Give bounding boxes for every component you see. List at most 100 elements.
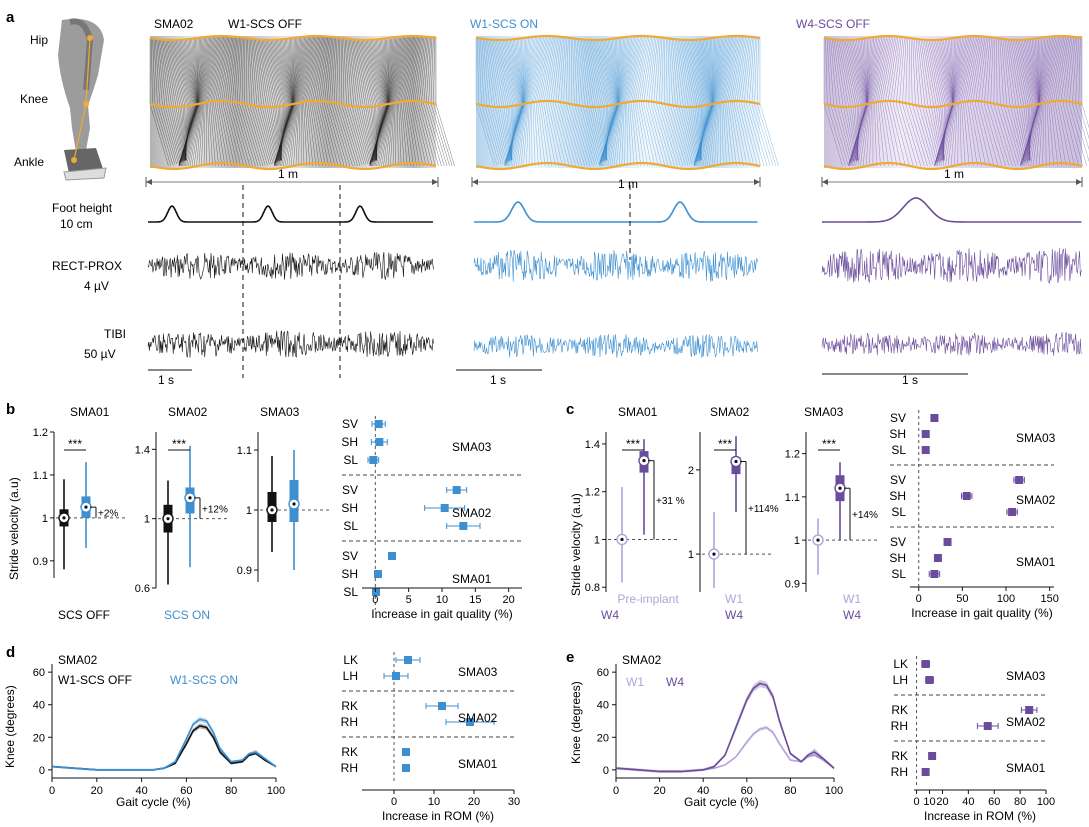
metric-label: RK (341, 699, 358, 713)
panel-e-rom: LK LH SMA03 RK RH SMA02 RK RH SMA01 0 10 20 40 60 80 10… (891, 656, 1055, 823)
rect-prox-trace-off (147, 252, 434, 280)
x-tick-label: 60 (180, 785, 192, 797)
x-axis-label: Increase in gait quality (%) (371, 607, 512, 621)
stick-diagram-on (475, 34, 779, 171)
group-label: SMA01 (452, 572, 492, 586)
delta-label: +31 % (656, 496, 685, 507)
y-tick-label: 2 (688, 465, 694, 477)
y-tick-label: 1.4 (135, 444, 150, 456)
metric-label: RH (341, 761, 358, 775)
panel-a-subject: SMA02 (154, 17, 194, 31)
pre-label: W1 (725, 592, 743, 606)
x-tick-label: 50 (956, 593, 968, 605)
median-dot (62, 516, 66, 520)
mean-line (615, 682, 835, 773)
mean-marker (392, 672, 400, 680)
mean-marker (1015, 476, 1024, 484)
x-tick-label: 80 (1014, 796, 1026, 808)
distance-label-on: 1 m (618, 177, 638, 191)
trace-name-tibi: TIBI (104, 327, 126, 341)
panel-c-gait-quality: SV SH SL SMA03 SV SH SL SMA02 SV SH SL SMA01 0 50 100 1… (889, 410, 1059, 620)
y-tick-label: 0.9 (33, 556, 48, 568)
panel-b-subject-3: SMA03 (260, 405, 300, 419)
metric-label: SH (889, 551, 906, 565)
distance-scale-on (471, 177, 761, 187)
rect-prox-trace-w4 (821, 248, 1082, 285)
mean-marker (921, 446, 930, 454)
median-dot (620, 537, 624, 542)
panel-b-ylabel: Stride velocity (a.u) (7, 477, 21, 580)
distance-scale-w4 (821, 177, 1083, 187)
panel-e-subject: SMA02 (622, 653, 662, 667)
delta-label: +2% (98, 509, 118, 520)
mean-marker (930, 570, 939, 578)
median-dot (84, 505, 88, 509)
panel-d-subject: SMA02 (58, 653, 98, 667)
sig-stars: *** (172, 437, 186, 451)
median-dot (292, 502, 296, 506)
mean-marker (375, 438, 384, 446)
y-tick-label: 40 (33, 700, 45, 712)
panel-d-ylabel: Knee (degrees) (3, 685, 17, 768)
panel-d-legend-off: W1-SCS OFF (58, 673, 132, 687)
condition-label-w4: W4-SCS OFF (796, 17, 870, 31)
mean-marker (402, 748, 410, 756)
y-tick-label: 1.1 (33, 470, 48, 482)
knee-trajectory (149, 99, 437, 109)
y-tick-label: 0.9 (785, 578, 800, 590)
mean-marker (921, 430, 930, 438)
metric-label: LK (343, 653, 358, 667)
panel-d-legend-on: W1-SCS ON (170, 673, 238, 687)
median-dot (188, 496, 192, 500)
y-tick-label: 40 (597, 700, 609, 712)
hip-trajectory (823, 34, 1083, 42)
y-tick-label: 1.2 (585, 487, 600, 499)
panel-b-subject-2: SMA02 (168, 405, 208, 419)
mean-marker (459, 522, 468, 530)
x-tick-label: 10 (436, 594, 448, 606)
metric-label: SL (891, 443, 906, 457)
x-axis-label: Increase in ROM (%) (924, 809, 1036, 823)
distance-label-w4: 1 m (944, 167, 964, 181)
metric-label: RH (891, 765, 908, 779)
y-tick-label: 1.2 (785, 449, 800, 461)
hip-trajectory (149, 34, 437, 42)
y-tick-label: 0 (603, 765, 609, 777)
panel-e-legend-w4: W4 (666, 675, 684, 689)
metric-label: RH (341, 715, 358, 729)
x-axis-label: Increase in ROM (%) (382, 809, 494, 823)
y-tick-label: 1 (144, 514, 150, 526)
trace-group (147, 197, 1082, 359)
panel-a-letter: a (6, 9, 15, 26)
y-tick-label: 60 (33, 667, 45, 679)
y-tick-label: 1 (246, 505, 252, 517)
group-label: SMA02 (452, 506, 492, 520)
condition-label-on: W1-SCS ON (470, 17, 538, 31)
time-label-off: 1 s (158, 373, 174, 387)
post-label: W4 (725, 608, 743, 622)
metric-label: LH (343, 669, 358, 683)
x-tick-label: 15 (469, 594, 481, 606)
mean-line (51, 718, 277, 771)
foot-height-trace (148, 205, 433, 223)
group-label: SMA02 (458, 711, 498, 725)
metric-label: SV (890, 411, 906, 425)
metric-label: RH (891, 719, 908, 733)
metric-label: SL (891, 505, 906, 519)
distance-label-off: 1 m (278, 167, 298, 181)
group-label: SMA03 (1016, 431, 1056, 445)
x-tick-label: 0 (613, 785, 619, 797)
x-tick-label: 80 (784, 785, 796, 797)
median-dot (642, 459, 646, 463)
ankle-trajectory (823, 161, 1083, 171)
y-tick-label: 0.6 (135, 583, 150, 595)
x-tick-label: 60 (741, 785, 753, 797)
sig-stars: *** (822, 437, 836, 451)
joint-label-hip: Hip (30, 33, 48, 47)
metric-label: SV (342, 483, 358, 497)
metric-label: SH (889, 427, 906, 441)
mean-marker (921, 768, 930, 776)
x-tick-label: 20 (468, 796, 480, 808)
metric-label: SL (343, 453, 358, 467)
y-tick-label: 20 (597, 732, 609, 744)
